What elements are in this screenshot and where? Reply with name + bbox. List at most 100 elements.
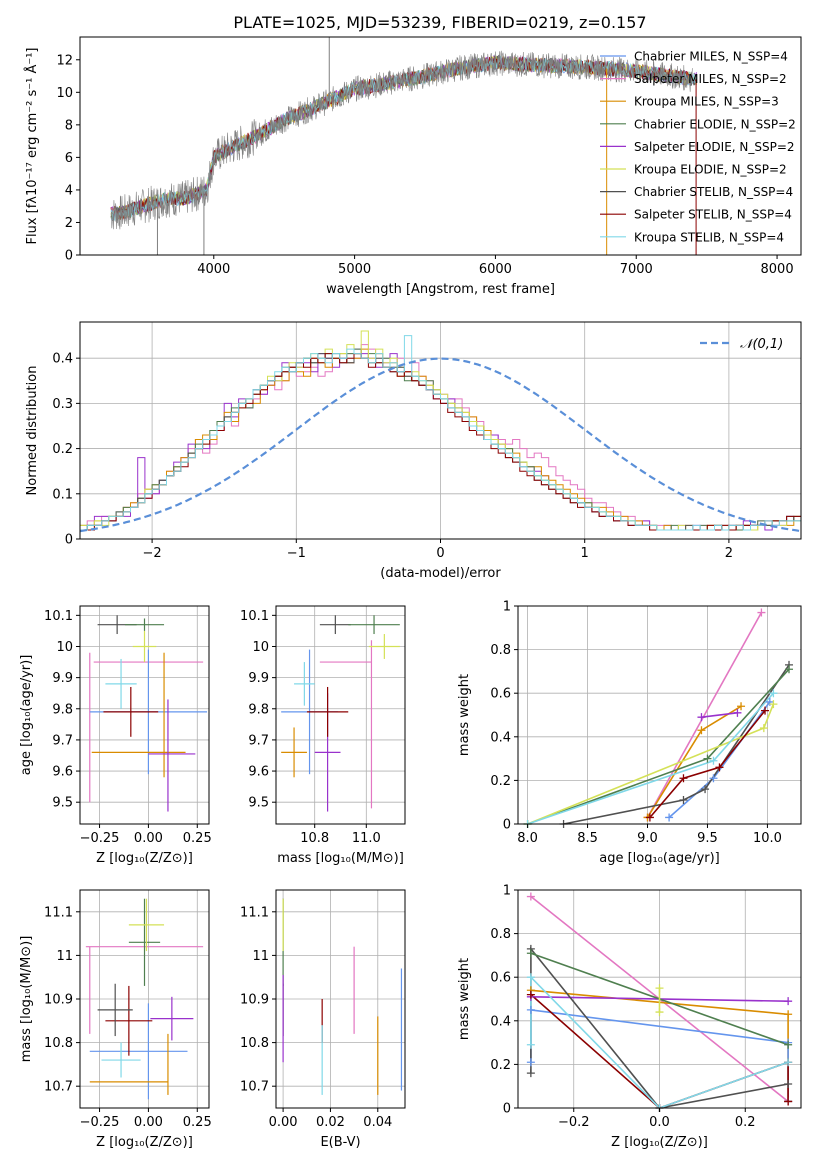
legend-label: Chabrier STELIB, N_SSP=4 bbox=[634, 185, 793, 199]
y-tick-label: 10.8 bbox=[44, 1036, 73, 1051]
data-point bbox=[733, 708, 742, 717]
y-tick-label: 9.5 bbox=[52, 796, 73, 811]
y-axis-label: age [log₁₀(age/yr)] bbox=[19, 655, 34, 776]
legend-label: Salpeter ELODIE, N_SSP=2 bbox=[634, 140, 795, 154]
plot-area bbox=[85, 898, 204, 1100]
y-tick-label: 6 bbox=[65, 151, 73, 166]
x-tick-label: 0.00 bbox=[134, 1115, 163, 1130]
x-tick-label: 10.0 bbox=[753, 831, 782, 846]
y-tick-label: 0.4 bbox=[52, 352, 73, 367]
x-tick-label: 0.04 bbox=[363, 1115, 392, 1130]
x-axis-label: age [log₁₀(age/yr)] bbox=[599, 851, 720, 866]
y-tick-label: 10.9 bbox=[240, 993, 269, 1008]
y-tick-label: 10 bbox=[252, 640, 269, 655]
y-tick-label: 10.9 bbox=[44, 993, 73, 1008]
data-point bbox=[784, 1040, 793, 1049]
data-point bbox=[526, 949, 535, 958]
y-tick-label: 1 bbox=[503, 600, 511, 615]
x-tick-label: 6000 bbox=[479, 262, 512, 277]
panel-residuals: 𝒩(0,1) −2 −1 0 1 2 0 0.1 0.2 0.3 0.4 (data-model)/e… bbox=[25, 321, 802, 581]
x-tick-label: 8.5 bbox=[577, 831, 598, 846]
series-line bbox=[646, 705, 742, 818]
y-axis-label: mass weight bbox=[457, 958, 472, 1040]
y-tick-label: 9.6 bbox=[248, 765, 269, 780]
y-tick-label: 11 bbox=[56, 949, 73, 964]
y-tick-label: 11.1 bbox=[240, 905, 269, 920]
data-point bbox=[526, 973, 535, 982]
x-tick-label: 0.0 bbox=[649, 1115, 670, 1130]
plot-area bbox=[281, 615, 400, 812]
data-point bbox=[697, 713, 706, 722]
data-point bbox=[761, 706, 770, 715]
data-point bbox=[526, 1040, 535, 1049]
y-tick-label: 0.2 bbox=[490, 774, 511, 789]
y-tick-label: 8 bbox=[65, 118, 73, 133]
panel-age-vs-Z: −0.25 0.00 0.25 9.5 9.6 9.7 9.8 9.9 10 10.1 Z [log… bbox=[19, 605, 212, 866]
x-axis-label: E(B-V) bbox=[320, 1135, 360, 1150]
x-tick-label: 5000 bbox=[338, 262, 371, 277]
data-point bbox=[784, 1080, 793, 1089]
y-tick-label: 11 bbox=[252, 949, 269, 964]
panels: Chabrier MILES, N_SSP=4 Salpeter MILES, N… bbox=[19, 36, 802, 1150]
y-tick-label: 10 bbox=[56, 640, 73, 655]
x-axis-label: wavelength [Angstrom, rest frame] bbox=[326, 282, 555, 297]
x-axis-label: mass [log₁₀(M/M⊙)] bbox=[277, 851, 404, 866]
axes-frame bbox=[79, 36, 802, 256]
data-point bbox=[655, 1008, 664, 1017]
x-tick-label: 0.25 bbox=[183, 831, 212, 846]
y-tick-label: 9.6 bbox=[52, 765, 73, 780]
y-axis-label: mass weight bbox=[457, 674, 472, 756]
data-point bbox=[679, 774, 688, 783]
x-axis-label: (data-model)/error bbox=[380, 566, 501, 581]
data-point bbox=[737, 702, 746, 711]
histogram-step bbox=[80, 348, 801, 531]
legend-label: Salpeter STELIB, N_SSP=4 bbox=[634, 208, 792, 222]
plot-area bbox=[80, 330, 801, 533]
y-tick-label: 10.1 bbox=[44, 609, 73, 624]
series-line bbox=[563, 664, 790, 824]
data-point bbox=[784, 1010, 793, 1019]
y-tick-label: 0 bbox=[65, 533, 73, 548]
y-tick-label: 0.1 bbox=[52, 487, 73, 502]
series-line bbox=[649, 710, 766, 819]
panel-mass-vs-ebv: 0.00 0.02 0.04 10.7 10.8 10.9 11 11.1 E(B-V) bbox=[240, 889, 406, 1150]
y-tick-label: 10 bbox=[56, 86, 73, 101]
plot-area bbox=[89, 615, 208, 812]
data-point bbox=[769, 700, 778, 709]
y-tick-label: 12 bbox=[56, 53, 73, 68]
data-point bbox=[709, 774, 718, 783]
data-point bbox=[759, 724, 768, 733]
y-axis-label: mass [log₁₀(M/M⊙)] bbox=[19, 936, 34, 1063]
plot-area bbox=[282, 898, 403, 1095]
y-tick-label: 2 bbox=[65, 216, 73, 231]
data-point bbox=[665, 813, 674, 822]
panel-massweight-vs-age: 8.0 8.5 9.0 9.5 10.0 0 0.2 0.4 0.6 0.8 1 age [log₁₀… bbox=[457, 600, 802, 866]
y-tick-label: 0.8 bbox=[490, 643, 511, 658]
x-axis-label: Z [log₁₀(Z/Z⊙)] bbox=[96, 851, 193, 866]
legend-label: Chabrier MILES, N_SSP=4 bbox=[634, 50, 788, 64]
data-line bbox=[110, 50, 693, 230]
x-tick-label: 11.0 bbox=[352, 831, 381, 846]
legend-label: Chabrier ELODIE, N_SSP=2 bbox=[634, 117, 796, 131]
x-tick-label: −0.25 bbox=[80, 1115, 120, 1130]
x-tick-label: 0.2 bbox=[735, 1115, 756, 1130]
y-tick-label: 10.8 bbox=[240, 1036, 269, 1051]
figure-title: PLATE=1025, MJD=53239, FIBERID=0219, z=0… bbox=[233, 13, 646, 32]
legend-label: 𝒩(0,1) bbox=[740, 337, 783, 352]
data-point bbox=[645, 813, 654, 822]
x-tick-label: 0 bbox=[436, 546, 444, 561]
x-tick-label: −2 bbox=[143, 546, 162, 561]
y-tick-label: 10.1 bbox=[240, 609, 269, 624]
y-tick-label: 0.2 bbox=[490, 1058, 511, 1073]
x-tick-label: −0.25 bbox=[80, 831, 120, 846]
axes-frame bbox=[79, 605, 210, 825]
data-point bbox=[655, 984, 664, 993]
data-point bbox=[697, 726, 706, 735]
data-point bbox=[785, 665, 794, 674]
data-point bbox=[757, 608, 766, 617]
plot-area bbox=[527, 612, 790, 824]
data-point bbox=[526, 990, 535, 999]
y-tick-label: 9.9 bbox=[52, 671, 73, 686]
y-tick-label: 4 bbox=[65, 183, 73, 198]
